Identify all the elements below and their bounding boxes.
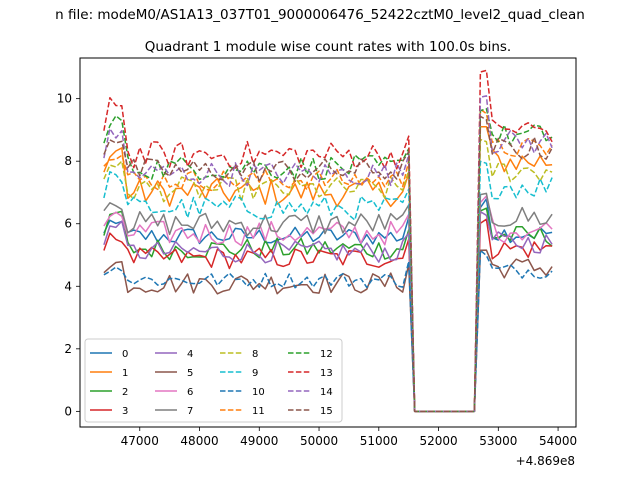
- legend-label: 14: [320, 387, 333, 398]
- legend-item-5: 5: [155, 368, 193, 379]
- legend-item-11: 11: [220, 406, 265, 417]
- series-layer: [103, 69, 553, 413]
- legend-item-9: 9: [220, 368, 258, 379]
- series-line-5: [103, 249, 553, 413]
- legend-label: 3: [122, 406, 128, 417]
- legend-item-13: 13: [288, 368, 333, 379]
- x-tick-label: 47000: [121, 434, 159, 448]
- legend-label: 4: [187, 349, 193, 360]
- legend-item-14: 14: [288, 387, 333, 398]
- legend-label: 12: [320, 349, 333, 360]
- legend-label: 1: [122, 368, 128, 379]
- chart-title: Quadrant 1 module wise count rates with …: [145, 39, 511, 55]
- x-axis-offset-label: +4.869e8: [516, 454, 575, 468]
- legend-item-6: 6: [155, 387, 193, 398]
- legend-label: 6: [187, 387, 193, 398]
- series-line-4: [103, 210, 553, 413]
- x-tick-label: 53000: [479, 434, 517, 448]
- y-tick-label: 2: [64, 342, 72, 356]
- legend-label: 15: [320, 406, 333, 417]
- x-tick-label: 49000: [240, 434, 278, 448]
- legend-item-15: 15: [288, 406, 333, 417]
- series-line-3: [103, 218, 553, 413]
- series-line-8: [103, 138, 553, 413]
- legend-label: 9: [252, 368, 258, 379]
- y-tick-label: 10: [57, 92, 72, 106]
- series-line-15: [103, 115, 553, 413]
- x-tick-label: 52000: [419, 434, 457, 448]
- legend-label: 5: [187, 368, 193, 379]
- legend-item-8: 8: [220, 349, 258, 360]
- legend-label: 10: [252, 387, 265, 398]
- y-tick-label: 0: [64, 404, 72, 418]
- figure-suptitle: n file: modeM0/AS1A13_037T01_9000006476_…: [55, 7, 585, 23]
- x-tick-label: 54000: [539, 434, 577, 448]
- x-tick-label: 50000: [300, 434, 338, 448]
- y-tick-label: 6: [64, 217, 72, 231]
- legend-label: 7: [187, 406, 193, 417]
- series-line-7: [103, 192, 553, 413]
- series-line-13: [103, 69, 553, 413]
- series-line-9: [103, 160, 553, 413]
- x-tick-label: 51000: [360, 434, 398, 448]
- legend-item-2: 2: [90, 387, 128, 398]
- x-tick-label: 48000: [180, 434, 218, 448]
- legend-label: 2: [122, 387, 128, 398]
- y-tick-label: 8: [64, 154, 72, 168]
- legend-item-12: 12: [288, 349, 333, 360]
- series-line-2: [103, 207, 553, 413]
- legend-frame: [84, 338, 343, 423]
- y-tick-label: 4: [64, 279, 72, 293]
- legend-item-7: 7: [155, 406, 193, 417]
- series-line-11: [103, 108, 553, 413]
- legend-item-3: 3: [90, 406, 128, 417]
- legend-item-4: 4: [155, 349, 193, 360]
- legend-label: 0: [122, 349, 128, 360]
- series-line-14: [103, 95, 553, 413]
- legend-item-0: 0: [90, 349, 128, 360]
- series-line-1: [103, 125, 553, 413]
- legend-item-10: 10: [220, 387, 265, 398]
- legend-item-1: 1: [90, 368, 128, 379]
- legend-label: 11: [252, 406, 265, 417]
- series-line-12: [103, 108, 553, 413]
- legend-label: 13: [320, 368, 333, 379]
- legend-label: 8: [252, 349, 258, 360]
- series-line-10: [103, 249, 553, 413]
- tick-layer: 47000 48000 49000 50000 51000 52000 53000 54000…: [57, 92, 577, 448]
